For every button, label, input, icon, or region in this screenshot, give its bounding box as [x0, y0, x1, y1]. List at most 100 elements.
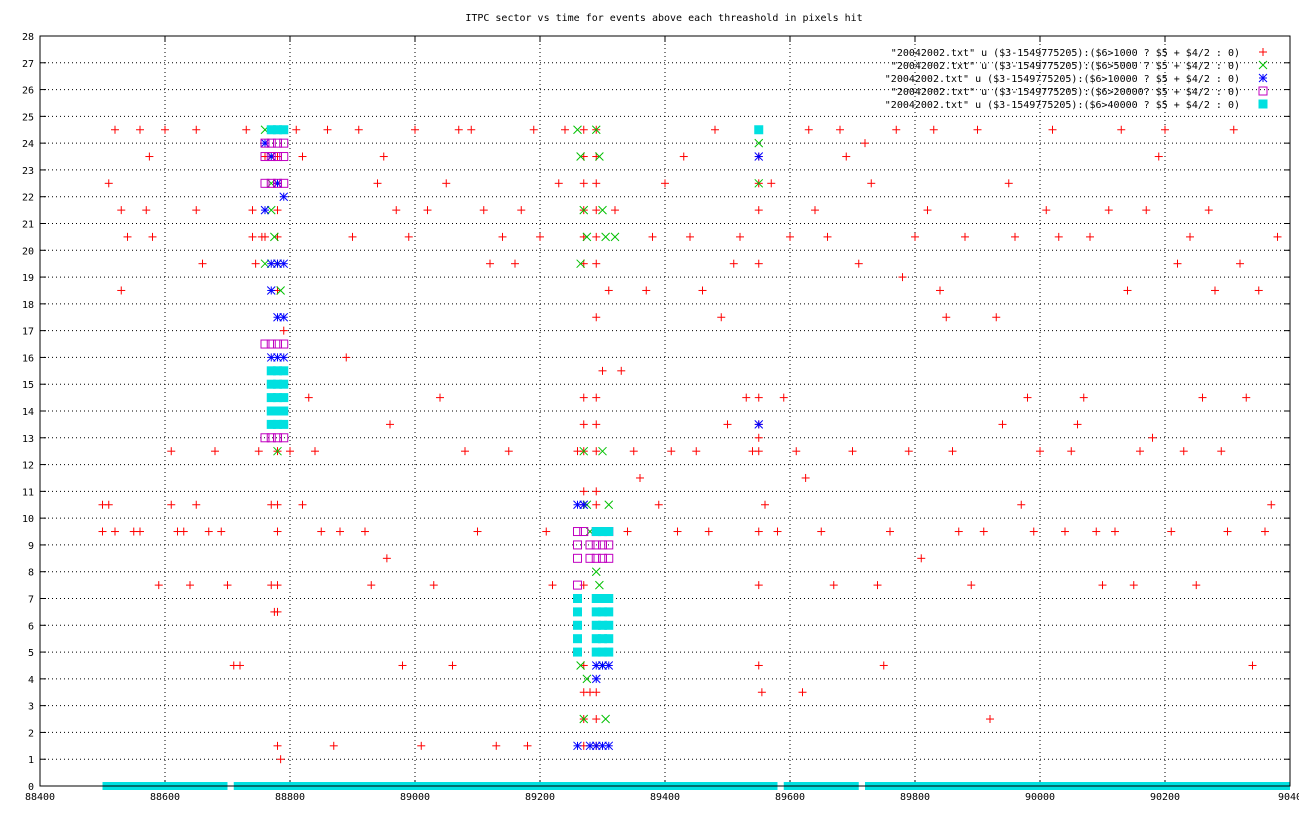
series-1-point: [1098, 581, 1107, 590]
series-1-point: [192, 125, 201, 134]
series-1-point: [223, 581, 232, 590]
series-1-point: [382, 554, 391, 563]
series-1-point: [179, 527, 188, 536]
series-1-point: [711, 125, 719, 134]
series-2-point: [591, 567, 601, 577]
series-2-point: [604, 500, 614, 510]
series-1-point: [811, 206, 819, 215]
series-1-point: [623, 527, 632, 536]
series-1-point: [679, 152, 688, 161]
series-1-point: [1104, 206, 1113, 215]
series-3-point: [573, 741, 582, 751]
series-1-point: [492, 741, 501, 750]
series-1-point: [757, 688, 766, 697]
y-tick-label: 26: [22, 86, 34, 97]
series-1-point: [698, 286, 707, 295]
series-5-point: [279, 406, 289, 416]
series-1-point: [686, 232, 694, 241]
series-1-point: [904, 447, 913, 456]
series-4-point: [604, 540, 614, 550]
series-4-point: [585, 540, 595, 550]
series-4-point: [279, 178, 289, 188]
series-1-point: [273, 581, 282, 590]
series-1-point: [236, 661, 244, 670]
series-1-point: [386, 420, 394, 429]
series-1-point: [529, 125, 538, 134]
series-1-point: [429, 581, 438, 590]
series-2-point: [270, 232, 279, 242]
legend-entry-marker: [1259, 48, 1267, 56]
series-1-point: [842, 152, 851, 161]
series-5-point: [279, 419, 289, 429]
series-1-point: [598, 366, 607, 375]
y-tick-label: 7: [28, 595, 34, 606]
y-tick-label: 9: [28, 541, 34, 552]
grid-layer: [40, 36, 1290, 786]
legend-entry-label: "20042002.txt" u ($3-1549775205):($6>200…: [891, 87, 1240, 98]
series-1-point: [754, 527, 763, 536]
series-1-point: [1217, 447, 1226, 456]
series-1-point: [111, 125, 119, 134]
series-1-point: [248, 232, 257, 241]
series-1-point: [1254, 286, 1263, 295]
series-1-point: [554, 179, 563, 188]
legend-entry-marker: [1258, 73, 1268, 83]
x-tick-label: 89000: [400, 792, 430, 803]
series-4-point: [266, 152, 276, 162]
series-2: [260, 125, 764, 724]
series-4-point: [266, 433, 276, 443]
series-4-point: [573, 527, 582, 537]
series-1-point: [592, 447, 601, 456]
series-2-point: [576, 152, 585, 161]
series-1-point: [1129, 581, 1138, 590]
series-2-point: [754, 178, 764, 188]
series-1-point: [104, 500, 113, 509]
series-1-point: [461, 447, 469, 456]
series-1-point: [754, 433, 763, 442]
series-4-point: [573, 553, 582, 563]
x-tick-label: 88800: [275, 792, 305, 803]
series-3-point: [266, 353, 276, 362]
series-1-point: [448, 661, 457, 670]
series-1-point: [661, 179, 669, 188]
series-1-point: [754, 581, 763, 590]
series-5-point: [604, 647, 614, 657]
series-5: [102, 125, 1290, 790]
series-4-point: [591, 540, 601, 550]
series-5-point: [573, 647, 582, 657]
series-1-point: [1173, 259, 1182, 268]
series-1-point: [948, 447, 957, 456]
series-1-point: [1111, 527, 1119, 536]
series-1-point: [317, 527, 326, 536]
series-2-point: [582, 232, 592, 242]
series-4-point: [260, 339, 270, 349]
series-1-point: [1161, 125, 1169, 134]
series-1-point: [786, 232, 794, 241]
series-1-point: [542, 527, 551, 536]
series-4-point: [585, 553, 595, 563]
series-1-point: [1192, 581, 1201, 590]
series-1-point: [273, 206, 282, 215]
series-1-point: [867, 179, 876, 188]
series-1-point: [498, 232, 507, 241]
y-tick-label: 1: [28, 755, 34, 766]
series-5-point: [604, 620, 614, 630]
series-1-point: [98, 527, 107, 536]
series-2-point: [276, 286, 285, 295]
series-1-point: [729, 259, 738, 268]
series-4-point: [266, 178, 276, 188]
series-2-point: [601, 714, 610, 724]
series-4-point: [279, 339, 289, 349]
series-1-point: [929, 125, 938, 134]
series-3-point: [591, 674, 601, 684]
series-1-point: [1117, 125, 1126, 134]
series-1-point: [511, 259, 519, 268]
series-1-point: [1042, 206, 1051, 215]
series-1-point: [486, 259, 494, 268]
series-3-point: [260, 138, 270, 148]
series-1-point: [442, 179, 451, 188]
series-1-point: [1223, 527, 1232, 536]
y-tick-label: 5: [28, 648, 34, 659]
series-4-point: [598, 540, 607, 550]
